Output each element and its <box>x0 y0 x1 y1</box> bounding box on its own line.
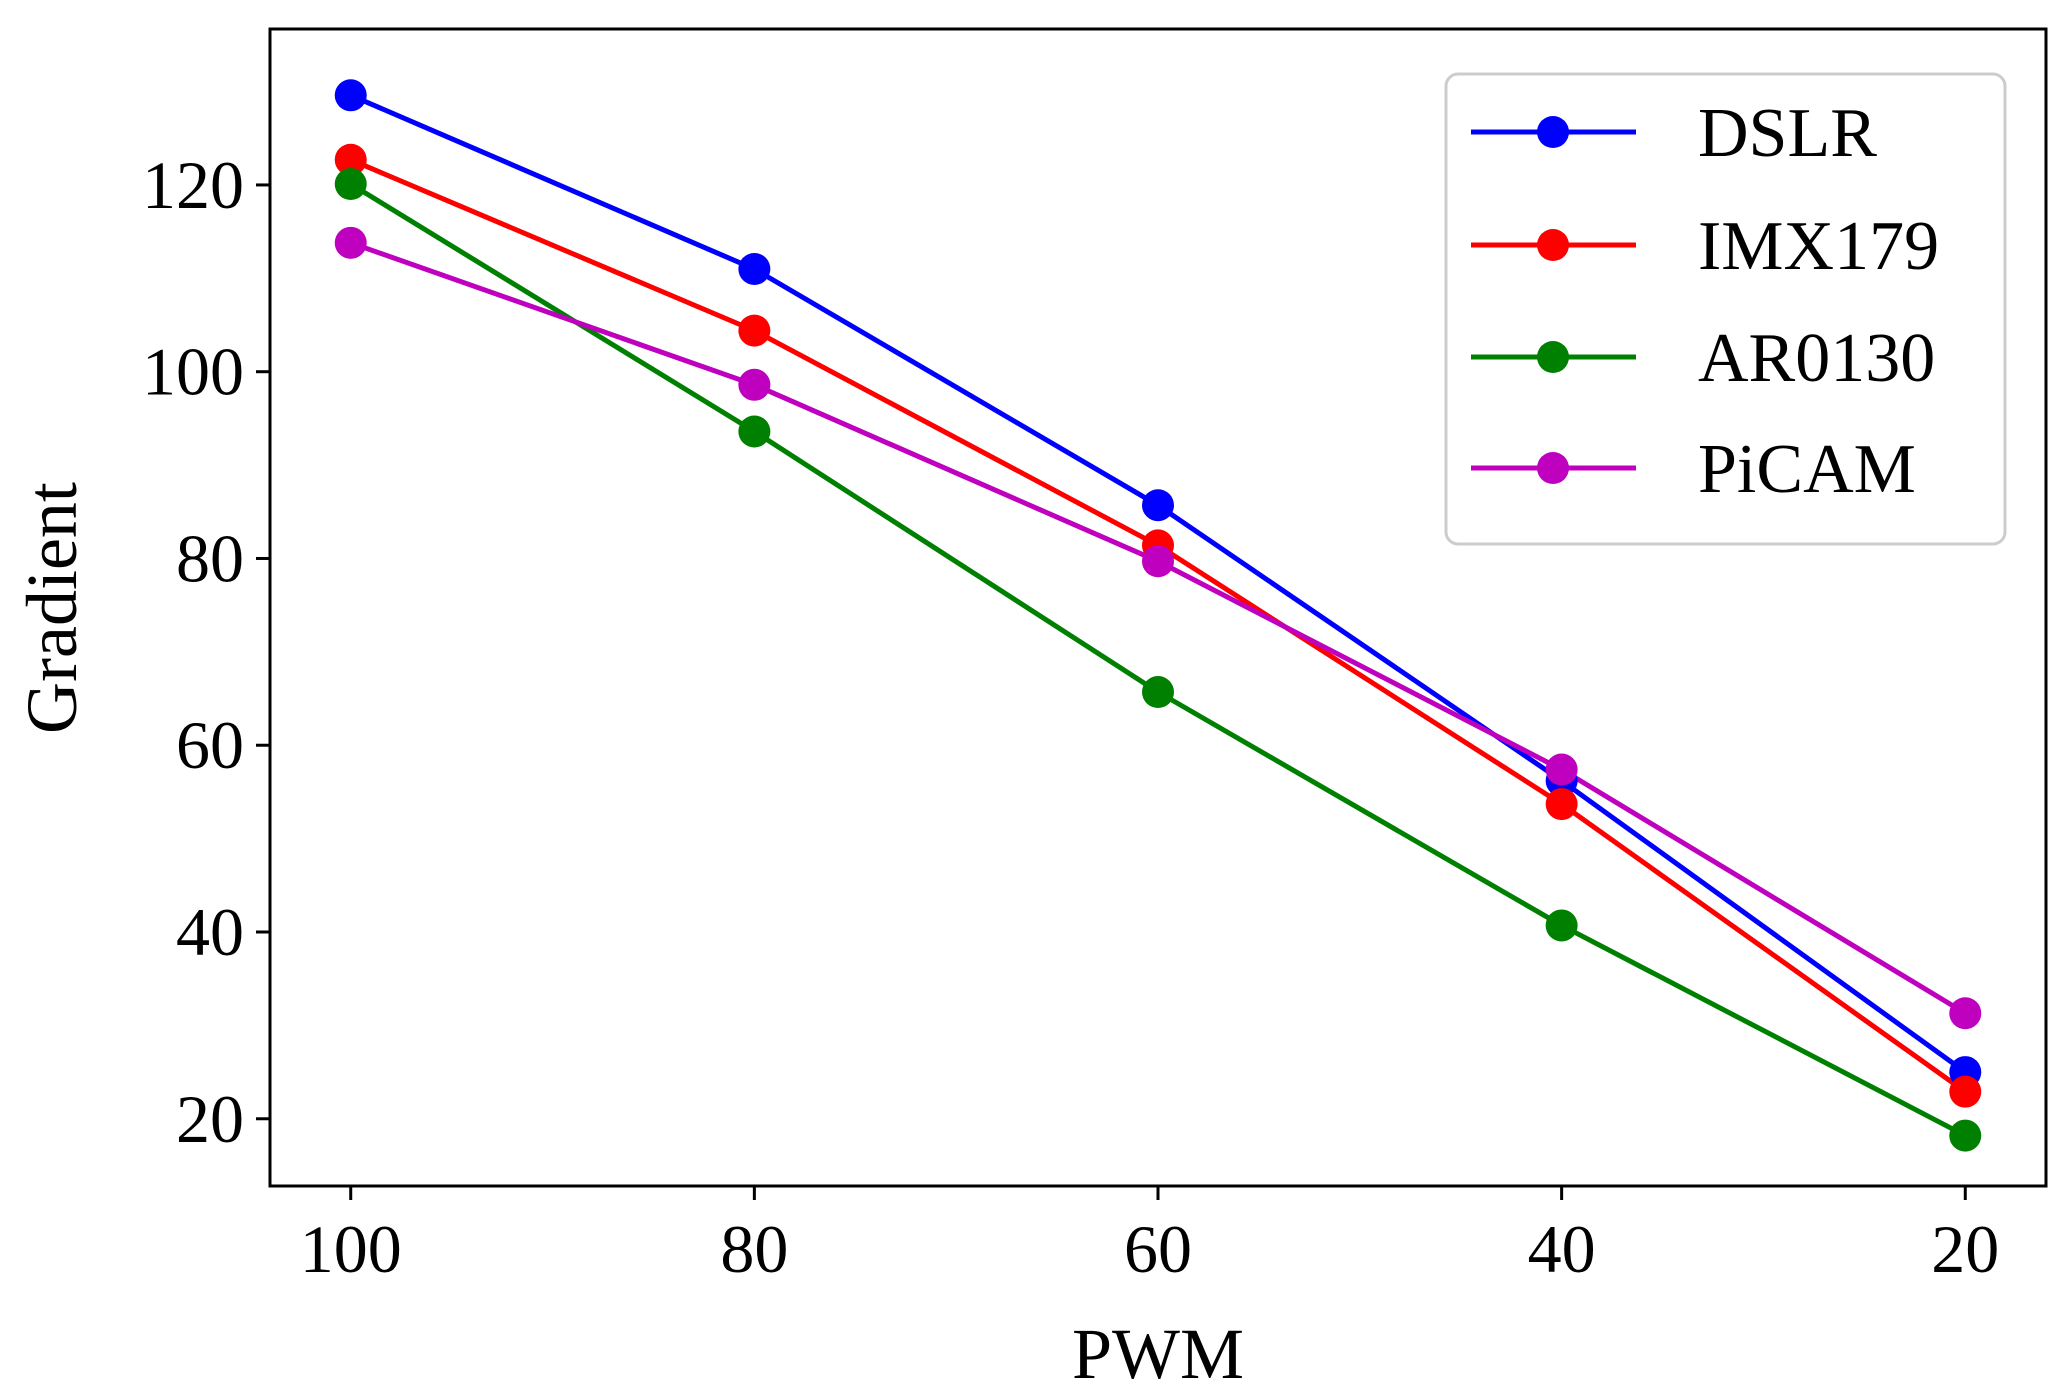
x-axis: 100 80 60 40 20 <box>300 1186 1999 1287</box>
series-points <box>334 79 1982 1152</box>
legend-label-ar0130: AR0130 <box>1698 320 1935 397</box>
y-tick-label: 80 <box>176 520 244 596</box>
y-axis-title: Gradient <box>12 482 92 734</box>
y-tick-label: 60 <box>176 707 244 783</box>
data-point-imx179 <box>1949 1075 1982 1108</box>
data-point-dslr <box>1142 489 1174 522</box>
y-tick-label: 40 <box>176 894 244 970</box>
data-point-ar0130 <box>1142 676 1174 709</box>
y-axis: 20 40 60 80 100 120 <box>142 147 270 1157</box>
legend-marker-ar0130 <box>1537 341 1569 373</box>
data-point-picam <box>1949 997 1982 1030</box>
x-tick-label: 40 <box>1528 1211 1596 1287</box>
data-point-ar0130 <box>738 415 771 448</box>
data-point-ar0130 <box>1545 909 1578 942</box>
legend-label-dslr: DSLR <box>1698 95 1877 172</box>
y-tick-label: 20 <box>176 1081 244 1157</box>
data-point-imx179 <box>1545 788 1578 821</box>
data-point-ar0130 <box>334 168 367 201</box>
legend-marker-imx179 <box>1537 229 1569 261</box>
legend-marker-dslr <box>1537 116 1569 148</box>
data-point-imx179 <box>738 314 771 347</box>
x-tick-label: 60 <box>1124 1211 1192 1287</box>
x-tick-label: 100 <box>300 1211 402 1287</box>
data-point-ar0130 <box>1949 1119 1982 1152</box>
x-axis-title: PWM <box>1072 1314 1244 1394</box>
data-point-dslr <box>738 252 771 285</box>
x-tick-label: 80 <box>720 1211 788 1287</box>
data-point-picam <box>1142 545 1174 578</box>
legend-label-picam: PiCAM <box>1698 431 1916 508</box>
data-point-imx179 <box>334 143 367 176</box>
data-point-picam <box>738 368 771 401</box>
legend-label-imx179: IMX179 <box>1698 208 1939 285</box>
legend-box <box>1444 72 2007 546</box>
legend: DSLR IMX179 AR0130 PiCAM <box>1444 72 2007 546</box>
legend-marker-picam <box>1537 452 1569 484</box>
data-point-picam <box>1545 753 1578 786</box>
y-tick-label: 100 <box>142 334 244 410</box>
data-point-dslr <box>334 79 367 112</box>
data-point-picam <box>334 226 367 259</box>
y-tick-label: 120 <box>142 147 244 223</box>
x-tick-label: 20 <box>1931 1211 1999 1287</box>
